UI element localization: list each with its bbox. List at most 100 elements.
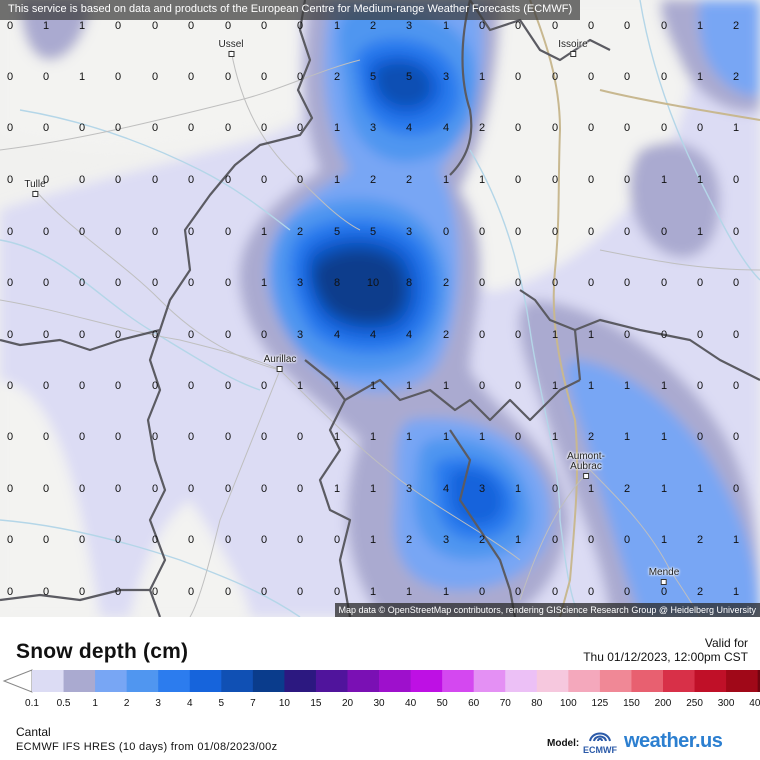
snow-depth-value: 0 bbox=[587, 586, 595, 598]
snow-depth-value: 1 bbox=[478, 71, 486, 83]
snow-depth-value: 2 bbox=[732, 20, 740, 32]
snow-depth-value: 0 bbox=[296, 20, 304, 32]
snow-depth-value: 0 bbox=[114, 380, 122, 392]
snow-depth-value: 0 bbox=[478, 20, 486, 32]
snow-depth-value: 0 bbox=[42, 329, 50, 341]
snow-depth-value: 0 bbox=[114, 483, 122, 495]
scale-tick-label: 2 bbox=[123, 698, 130, 709]
scale-tick-label: 200 bbox=[654, 698, 672, 709]
snow-depth-value: 1 bbox=[369, 483, 377, 495]
scale-color-box bbox=[631, 670, 664, 692]
snow-depth-value: 0 bbox=[514, 122, 522, 134]
snow-depth-value: 2 bbox=[587, 431, 595, 443]
scale-color-box bbox=[189, 670, 222, 692]
snow-depth-value: 0 bbox=[114, 586, 122, 598]
scale-tick-label: 80 bbox=[531, 698, 543, 709]
snow-depth-value: 0 bbox=[551, 534, 559, 546]
snow-depth-value: 0 bbox=[224, 71, 232, 83]
roads bbox=[529, 0, 760, 617]
snow-depth-value: 0 bbox=[696, 431, 704, 443]
scale-color-box bbox=[32, 670, 65, 692]
snow-depth-value: 0 bbox=[478, 226, 486, 238]
snow-depth-value: 0 bbox=[187, 534, 195, 546]
snow-depth-value: 0 bbox=[224, 122, 232, 134]
snow-depth-value: 2 bbox=[478, 122, 486, 134]
snow-depth-value: 1 bbox=[551, 431, 559, 443]
scale-color-box bbox=[757, 670, 760, 692]
map-attribution[interactable]: Map data © OpenStreetMap contributors, r… bbox=[334, 603, 760, 617]
city-name: Aurillac bbox=[263, 354, 297, 365]
snow-depth-value: 2 bbox=[405, 174, 413, 186]
snow-depth-value: 2 bbox=[696, 534, 704, 546]
snow-depth-value: 1 bbox=[696, 226, 704, 238]
scale-tick-label: 50 bbox=[436, 698, 448, 709]
snow-depth-value: 0 bbox=[260, 329, 268, 341]
snow-depth-value: 0 bbox=[732, 380, 740, 392]
snow-depth-value: 1 bbox=[369, 431, 377, 443]
snow-depth-value: 0 bbox=[296, 431, 304, 443]
snow-depth-value: 0 bbox=[78, 431, 86, 443]
city-aumont-aubrac: Aumont- Aubrac bbox=[567, 452, 605, 479]
snow-depth-value: 0 bbox=[551, 226, 559, 238]
snow-depth-value: 0 bbox=[732, 277, 740, 289]
snow-depth-value: 0 bbox=[296, 174, 304, 186]
city-marker-icon bbox=[569, 51, 576, 57]
snow-depth-value: 1 bbox=[42, 20, 50, 32]
snow-depth-value: 0 bbox=[587, 226, 595, 238]
snow-depth-value: 0 bbox=[42, 122, 50, 134]
scale-tick-label: 4 bbox=[186, 698, 193, 709]
scale-tick-label: 20 bbox=[341, 698, 354, 709]
snow-depth-value: 0 bbox=[151, 226, 159, 238]
snow-depth-value: 0 bbox=[187, 226, 195, 238]
scale-color-box bbox=[473, 670, 506, 692]
snow-depth-value: 5 bbox=[369, 226, 377, 238]
snow-depth-value: 0 bbox=[114, 71, 122, 83]
scale-color-box bbox=[158, 670, 191, 692]
snow-depth-value: 1 bbox=[587, 483, 595, 495]
snow-depth-value: 0 bbox=[551, 483, 559, 495]
weather-us-logo[interactable]: weather.us bbox=[624, 730, 723, 752]
snow-depth-value: 0 bbox=[587, 20, 595, 32]
forecast-map[interactable]: This service is based on data and produc… bbox=[0, 0, 760, 617]
snow-depth-value: 0 bbox=[114, 20, 122, 32]
snow-depth-value: 0 bbox=[514, 380, 522, 392]
snow-depth-value: 1 bbox=[514, 534, 522, 546]
snow-depth-value: 0 bbox=[296, 122, 304, 134]
snow-depth-value: 2 bbox=[442, 277, 450, 289]
snow-depth-value: 0 bbox=[114, 277, 122, 289]
department-borders bbox=[0, 0, 760, 617]
snow-depth-value: 0 bbox=[114, 174, 122, 186]
snow-depth-value: 0 bbox=[551, 277, 559, 289]
snow-depth-value: 0 bbox=[260, 483, 268, 495]
snow-depth-value: 2 bbox=[478, 534, 486, 546]
snow-depth-value: 0 bbox=[78, 380, 86, 392]
snow-depth-value: 0 bbox=[296, 534, 304, 546]
snow-depth-value: 0 bbox=[6, 122, 14, 134]
scale-color-box bbox=[95, 670, 128, 692]
snow-depth-value: 0 bbox=[42, 380, 50, 392]
snow-depth-value: 0 bbox=[6, 20, 14, 32]
snow-depth-value: 0 bbox=[551, 20, 559, 32]
ecmwf-data-banner: This service is based on data and produc… bbox=[0, 0, 581, 20]
snow-depth-value: 0 bbox=[660, 277, 668, 289]
snow-depth-value: 3 bbox=[478, 483, 486, 495]
snow-depth-value: 1 bbox=[623, 380, 631, 392]
scale-color-box bbox=[379, 670, 412, 692]
snow-depth-value: 0 bbox=[732, 329, 740, 341]
snow-depth-value: 1 bbox=[333, 122, 341, 134]
city-name: Issoire bbox=[558, 39, 588, 50]
snow-depth-value: 1 bbox=[369, 586, 377, 598]
snow-depth-value: 0 bbox=[623, 329, 631, 341]
snow-depth-value: 4 bbox=[405, 122, 413, 134]
snow-depth-value: 0 bbox=[514, 20, 522, 32]
snow-depth-value: 1 bbox=[333, 431, 341, 443]
snow-depth-value: 0 bbox=[187, 20, 195, 32]
legend-title: Snow depth (cm) bbox=[16, 640, 189, 663]
scale-tick-label: 40 bbox=[405, 698, 417, 709]
snow-depth-value: 0 bbox=[224, 483, 232, 495]
scale-color-box bbox=[252, 670, 285, 692]
snow-depth-value: 1 bbox=[442, 380, 450, 392]
scale-color-box bbox=[536, 670, 569, 692]
snow-depth-value: 1 bbox=[660, 174, 668, 186]
scale-tick-label: 100 bbox=[560, 698, 577, 709]
